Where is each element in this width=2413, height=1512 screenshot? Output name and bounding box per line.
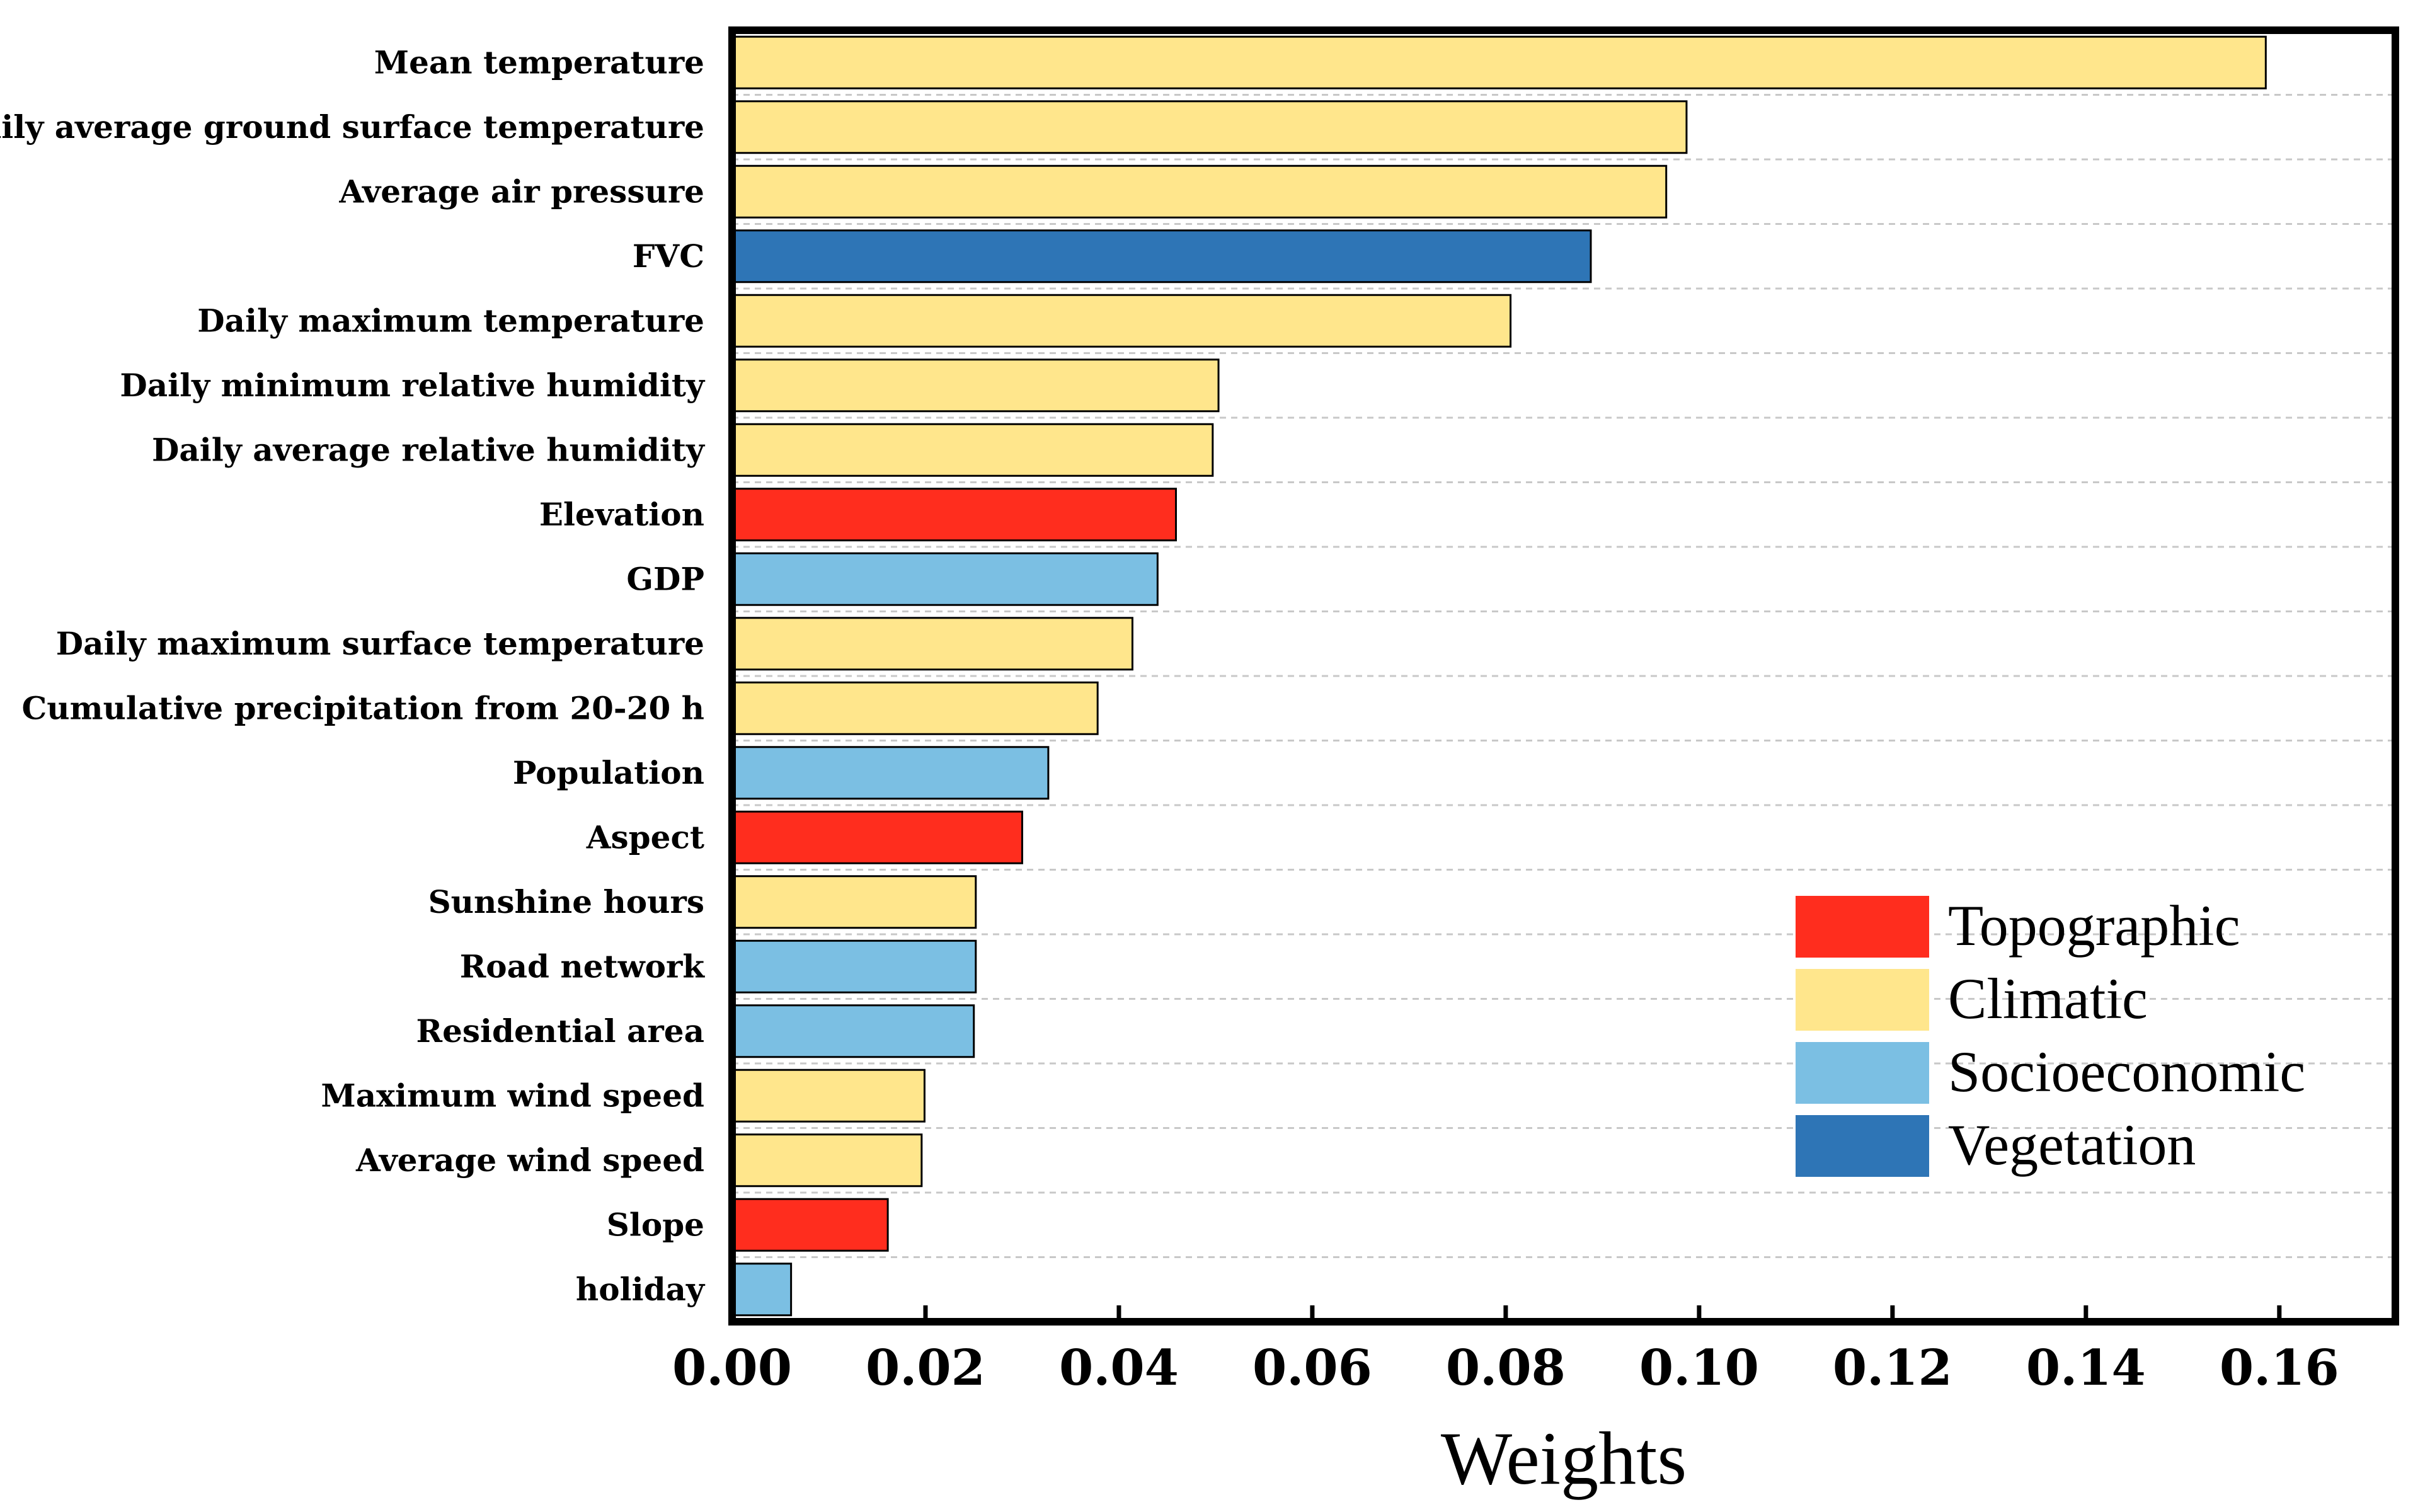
bar: [733, 488, 1178, 542]
x-tick-label: 0.14: [2026, 1339, 2146, 1397]
grid: [732, 94, 2395, 1258]
category-label: Daily minimum relative humidity: [120, 367, 706, 404]
category-label: Sunshine hours: [428, 883, 704, 920]
bar: [733, 1263, 793, 1317]
bar: [733, 35, 2267, 89]
bar: [733, 229, 1592, 284]
legend-swatch: [1796, 896, 1929, 958]
legend-swatch: [1796, 969, 1929, 1031]
bar: [733, 875, 977, 929]
x-tick-label: 0.12: [1833, 1339, 1952, 1397]
category-label: Road network: [460, 948, 706, 985]
plot-frame: [728, 26, 2399, 1326]
category-label: GDP: [626, 560, 704, 597]
bar: [733, 164, 1668, 219]
category-label: FVC: [633, 238, 704, 275]
bar: [733, 746, 1050, 800]
bar: [733, 1004, 975, 1058]
legend: Topographic Climatic Socioeconomic Vegetati…: [1796, 893, 2305, 1177]
bar: [733, 423, 1214, 477]
bars: [733, 35, 2267, 1317]
category-label: Slope: [607, 1206, 704, 1243]
x-axis-title: Weights: [1441, 1416, 1687, 1500]
bar: [733, 552, 1159, 606]
category-label: Population: [513, 754, 704, 791]
bar: [733, 1068, 926, 1123]
legend-label: Vegetation: [1948, 1113, 2196, 1177]
category-label: holiday: [576, 1271, 706, 1308]
category-label: Residential area: [416, 1012, 704, 1050]
x-tick-label: 0.02: [866, 1339, 985, 1397]
category-label: Average air pressure: [338, 173, 704, 210]
bar: [733, 1198, 889, 1252]
legend-label: Topographic: [1948, 893, 2240, 958]
x-tick-label: 0.16: [2220, 1339, 2339, 1397]
category-label: Maximum wind speed: [321, 1077, 704, 1114]
legend-swatch: [1796, 1115, 1929, 1177]
legend-label: Climatic: [1948, 966, 2148, 1031]
category-label: Aspect: [586, 818, 704, 856]
category-label: Daily average ground surface temperature: [0, 108, 704, 146]
category-label: Daily average relative humidity: [152, 431, 706, 468]
category-label: Average wind speed: [355, 1142, 704, 1179]
bar: [733, 100, 1688, 154]
bar: [733, 810, 1023, 864]
bar: [733, 617, 1133, 671]
category-label: Mean temperature: [374, 43, 704, 81]
category-labels: Mean temperature Daily average ground sur…: [0, 43, 706, 1308]
x-tick-label: 0.00: [672, 1339, 792, 1397]
x-tick-label: 0.10: [1639, 1339, 1759, 1397]
category-label: Daily maximum temperature: [197, 302, 704, 339]
x-tick-label: 0.08: [1446, 1339, 1566, 1397]
bar: [733, 358, 1220, 413]
legend-label: Socioeconomic: [1948, 1040, 2305, 1104]
category-label: Daily maximum surface temperature: [56, 625, 704, 662]
x-tick-label: 0.04: [1059, 1339, 1179, 1397]
bar: [733, 294, 1512, 348]
category-label: Elevation: [539, 496, 704, 533]
x-tick-label: 0.06: [1252, 1339, 1372, 1397]
bar: [733, 1133, 923, 1188]
legend-swatch: [1796, 1042, 1929, 1104]
bar: [733, 939, 977, 994]
category-label: Cumulative precipitation from 20-20 h: [21, 689, 704, 726]
bar: [733, 681, 1099, 735]
